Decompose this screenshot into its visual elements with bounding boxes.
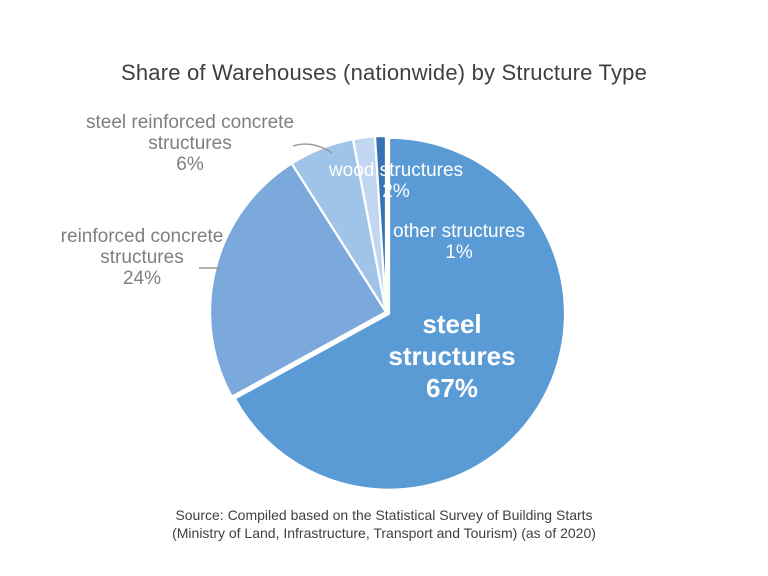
label-percent: 1%	[445, 242, 473, 263]
label-text: reinforced concrete structures	[60, 226, 224, 268]
label-reinforced-concrete-structures: reinforced concrete structures 24%	[42, 226, 242, 289]
label-percent: 24%	[122, 268, 162, 289]
chart-title: Share of Warehouses (nationwide) by Stru…	[120, 60, 648, 85]
pie-slice-other-structures	[373, 134, 388, 314]
pie-slices	[208, 134, 567, 491]
source-line-2: (Ministry of Land, Infrastructure, Trans…	[172, 525, 596, 541]
label-percent: 67%	[425, 373, 479, 403]
label-other-structures: other structures 1%	[374, 221, 544, 263]
label-wood-structures: wood structures 2%	[311, 160, 481, 202]
leader-line-steel-reinforced-concrete	[292, 143, 333, 154]
label-text: steel reinforced concrete structures	[85, 112, 295, 154]
source-note: Source: Compiled based on the Statistica…	[0, 506, 768, 542]
label-percent: 2%	[382, 181, 410, 202]
pie-slice-steel-structures	[233, 136, 567, 491]
label-steel-structures: steel structures 67%	[362, 308, 542, 404]
label-text: other structures	[393, 221, 525, 242]
source-line-1: Source: Compiled based on the Statistica…	[175, 507, 593, 523]
label-steel-reinforced-concrete-structures: steel reinforced concrete structures 6%	[75, 112, 305, 175]
label-text: steel structures	[388, 309, 516, 371]
label-percent: 6%	[176, 154, 204, 175]
label-text: wood structures	[328, 160, 464, 181]
